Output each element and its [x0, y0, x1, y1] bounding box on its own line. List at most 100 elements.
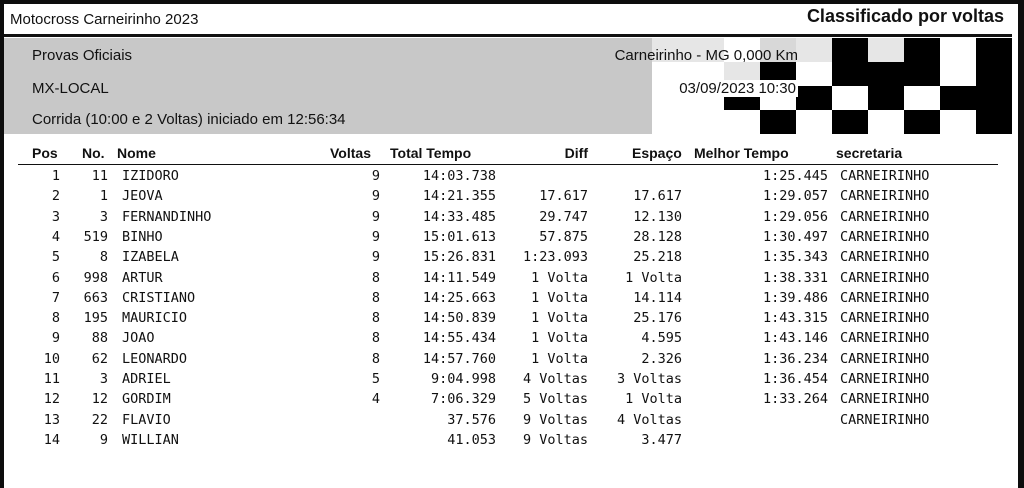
cell-number: 11 [91, 168, 108, 184]
cell-total-time: 14:03.738 [422, 168, 496, 184]
cell-best-time: 1:33.264 [762, 391, 828, 408]
table-row: 14 9 WILLIAN 41.053 9 Voltas 3.477 [4, 430, 1012, 450]
cell-diff: 1 Volta [531, 310, 588, 327]
cell-gap: 25.176 [633, 310, 682, 327]
cell-diff: 1 Volta [531, 289, 588, 306]
cell-name: MAURICIO [122, 310, 188, 327]
flag-square [940, 38, 976, 62]
flag-square [904, 62, 940, 86]
cell-pos: 14 [43, 431, 60, 448]
flag-square [868, 62, 904, 86]
cell-diff: 29.747 [539, 208, 588, 225]
cell-team: CARNEIRINHO [840, 310, 930, 327]
flag-square [832, 38, 868, 62]
cell-number: 12 [91, 391, 108, 408]
cell-best-time: 1:35.343 [762, 249, 828, 266]
cell-laps: 9 [371, 249, 380, 266]
flag-square [688, 110, 724, 134]
cell-best-time: 1:36.454 [762, 371, 828, 387]
table-row: 9 88 JOAO 8 14:55.434 1 Volta 4.595 1:43.146 CAR… [4, 328, 1012, 348]
cell-number: 3 [99, 371, 108, 387]
col-pos: Pos [32, 145, 58, 161]
cell-gap: 4 Voltas [616, 411, 682, 428]
cell-pos: 11 [43, 371, 60, 387]
table-row: 1 11 IZIDORO 9 14:03.738 1:25.445 CARNEIRINHO [4, 166, 1012, 186]
cell-best-time: 1:39.486 [762, 289, 828, 306]
cell-best-time: 1:36.234 [762, 350, 828, 367]
cell-best-time: 1:38.331 [762, 269, 828, 286]
cell-laps: 8 [371, 269, 380, 286]
col-gap: Espaço [632, 145, 682, 161]
cell-total-time: 14:11.549 [422, 269, 496, 286]
cell-pos: 5 [51, 249, 60, 266]
cell-number: 1 [99, 188, 108, 205]
cell-team: CARNEIRINHO [840, 350, 930, 367]
cell-total-time: 14:25.663 [422, 289, 496, 306]
cell-number: 88 [91, 330, 108, 347]
cell-name: WILLIAN [122, 431, 179, 448]
table-row: 8 195 MAURICIO 8 14:50.839 1 Volta 25.176 1:43.… [4, 308, 1012, 328]
flag-square [724, 38, 760, 62]
cell-number: 62 [91, 350, 108, 367]
flag-square [976, 86, 1012, 110]
cell-name: JOAO [122, 330, 155, 347]
cell-best-time: 1:29.057 [762, 188, 828, 205]
cell-pos: 9 [51, 330, 60, 347]
cell-pos: 8 [51, 310, 60, 327]
cell-gap: 3.477 [641, 431, 682, 448]
col-best-time: Melhor Tempo [694, 145, 789, 161]
flag-square [976, 38, 1012, 62]
flag-square [652, 110, 688, 134]
cell-number: 9 [99, 431, 108, 448]
cell-laps: 9 [371, 228, 380, 245]
cell-laps: 9 [371, 208, 380, 225]
cell-team: CARNEIRINHO [840, 249, 930, 266]
cell-best-time: 1:25.445 [762, 168, 828, 184]
cell-gap: 1 Volta [625, 269, 682, 286]
cell-laps: 4 [371, 391, 380, 408]
cell-gap: 4.595 [641, 330, 682, 347]
cell-gap: 1 Volta [625, 391, 682, 408]
table-row: 11 3 ADRIEL 5 9:04.998 4 Voltas 3 Voltas 1:36.4… [4, 369, 1012, 389]
cell-laps: 9 [371, 188, 380, 205]
cell-name: IZIDORO [122, 168, 179, 184]
cell-gap: 28.128 [633, 228, 682, 245]
cell-laps: 8 [371, 330, 380, 347]
cell-diff: 17.617 [539, 188, 588, 205]
flag-square [940, 62, 976, 86]
cell-laps: 8 [371, 310, 380, 327]
cell-diff: 1 Volta [531, 350, 588, 367]
cell-diff: 1 Volta [531, 330, 588, 347]
cell-diff: 9 Voltas [522, 431, 588, 448]
flag-square [760, 110, 796, 134]
cell-laps: 5 [371, 371, 380, 387]
table-row: 2 1 JEOVA 9 14:21.355 17.617 17.617 1:29.057 CAR… [4, 186, 1012, 206]
cell-pos: 7 [51, 289, 60, 306]
cell-number: 195 [83, 310, 108, 327]
flag-square [832, 62, 868, 86]
cell-team: CARNEIRINHO [840, 289, 930, 306]
cell-best-time: 1:43.315 [762, 310, 828, 327]
flag-square [868, 38, 904, 62]
cell-total-time: 15:01.613 [422, 228, 496, 245]
report-title: Classificado por voltas [806, 6, 1004, 26]
flag-square [832, 110, 868, 134]
results-sheet: Motocross Carneirinho 2023 Classificado … [4, 4, 1018, 488]
cell-pos: 2 [51, 188, 60, 205]
cell-gap: 25.218 [633, 249, 682, 266]
table-row: 3 3 FERNANDINHO 9 14:33.485 29.747 12.130 1:29.… [4, 207, 1012, 227]
cell-team: CARNEIRINHO [840, 188, 930, 205]
cell-total-time: 14:57.760 [422, 350, 496, 367]
flag-square [976, 110, 1012, 134]
cell-diff: 9 Voltas [522, 411, 588, 428]
table-row: 5 8 IZABELA 9 15:26.831 1:23.093 25.218 1:35.34… [4, 247, 1012, 267]
flag-square [796, 86, 832, 110]
cell-team: CARNEIRINHO [840, 228, 930, 245]
cell-team: CARNEIRINHO [840, 391, 930, 408]
flag-square [832, 86, 868, 110]
flag-square [688, 38, 724, 62]
cell-gap: 17.617 [633, 188, 682, 205]
race-description: Corrida (10:00 e 2 Voltas) iniciado em 1… [32, 111, 346, 128]
cell-total-time: 7:06.329 [430, 391, 496, 408]
cell-pos: 12 [43, 391, 60, 408]
